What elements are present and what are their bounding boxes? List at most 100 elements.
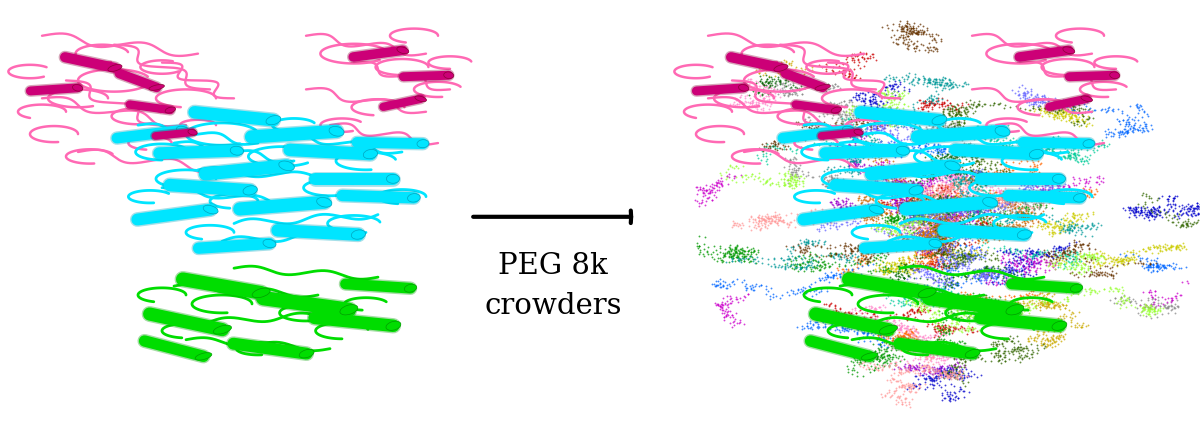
Point bbox=[872, 104, 892, 111]
Point bbox=[838, 112, 857, 119]
Point bbox=[929, 103, 948, 110]
Point bbox=[919, 262, 938, 270]
Point bbox=[914, 75, 934, 82]
Point bbox=[906, 262, 925, 269]
Point bbox=[929, 176, 948, 183]
Point bbox=[713, 277, 732, 284]
Point bbox=[955, 252, 974, 259]
Point bbox=[1025, 334, 1044, 341]
Point bbox=[1009, 209, 1028, 216]
Point bbox=[944, 193, 964, 200]
Point bbox=[1018, 353, 1037, 360]
Point bbox=[914, 188, 934, 195]
Point bbox=[924, 170, 943, 177]
Point bbox=[856, 259, 875, 266]
Point bbox=[948, 172, 967, 179]
Point bbox=[914, 216, 934, 223]
Point bbox=[818, 219, 838, 227]
Point bbox=[834, 207, 853, 214]
Point bbox=[1090, 175, 1109, 182]
Point bbox=[1028, 347, 1048, 354]
Point bbox=[1014, 179, 1033, 186]
Point bbox=[938, 211, 958, 218]
Point bbox=[1043, 262, 1062, 270]
Point bbox=[985, 268, 1004, 275]
Point bbox=[934, 147, 953, 154]
Point bbox=[928, 143, 947, 150]
Point bbox=[851, 261, 870, 268]
Point bbox=[769, 144, 788, 152]
Point bbox=[1006, 301, 1025, 308]
Point bbox=[763, 140, 782, 147]
Point bbox=[893, 290, 912, 297]
Point bbox=[929, 298, 948, 305]
Point bbox=[912, 220, 931, 228]
Point bbox=[694, 185, 713, 192]
Point bbox=[688, 190, 707, 198]
Point bbox=[970, 277, 989, 284]
Point bbox=[995, 270, 1014, 278]
Point bbox=[860, 93, 880, 101]
Point bbox=[1010, 229, 1030, 236]
Point bbox=[839, 271, 858, 278]
Point bbox=[743, 100, 762, 107]
Point bbox=[911, 297, 930, 304]
Point bbox=[942, 283, 961, 291]
Point bbox=[984, 207, 1003, 215]
Point bbox=[691, 186, 710, 193]
Point bbox=[976, 251, 995, 258]
Point bbox=[887, 332, 906, 339]
Point bbox=[1014, 215, 1033, 222]
Point bbox=[874, 363, 893, 370]
Point bbox=[971, 180, 990, 187]
Point bbox=[968, 100, 988, 107]
Point bbox=[1106, 256, 1126, 263]
Point bbox=[952, 99, 971, 106]
Point bbox=[1001, 202, 1020, 210]
Point bbox=[904, 242, 923, 249]
Point bbox=[925, 172, 944, 179]
Point bbox=[878, 215, 898, 222]
Point bbox=[857, 141, 876, 148]
Point bbox=[992, 193, 1012, 200]
Point bbox=[971, 371, 990, 378]
Point bbox=[946, 361, 965, 368]
Point bbox=[913, 266, 932, 273]
Point bbox=[936, 234, 955, 241]
Point bbox=[1105, 253, 1124, 261]
Point bbox=[806, 290, 826, 297]
Point bbox=[932, 194, 952, 201]
Point bbox=[854, 361, 874, 368]
Point bbox=[1038, 96, 1057, 103]
Point bbox=[949, 181, 968, 188]
Point bbox=[952, 151, 971, 158]
Point bbox=[971, 219, 990, 227]
Point bbox=[730, 247, 749, 254]
Point bbox=[802, 267, 821, 274]
Point bbox=[1014, 273, 1033, 280]
Point bbox=[874, 353, 893, 360]
Point bbox=[866, 214, 886, 221]
Point bbox=[968, 236, 988, 243]
Point bbox=[781, 156, 800, 164]
Point bbox=[1007, 345, 1026, 352]
Point bbox=[1028, 96, 1048, 103]
Point bbox=[944, 328, 964, 335]
Point bbox=[938, 107, 958, 114]
Point bbox=[934, 251, 953, 258]
Point bbox=[876, 346, 895, 353]
Point bbox=[974, 266, 994, 273]
Point bbox=[925, 213, 944, 220]
Point bbox=[874, 202, 893, 209]
Point bbox=[852, 145, 871, 152]
Point bbox=[941, 207, 960, 214]
Point bbox=[893, 25, 912, 32]
Point bbox=[950, 253, 970, 261]
Point bbox=[899, 228, 918, 235]
Point bbox=[821, 252, 840, 259]
Point bbox=[929, 225, 948, 232]
Point bbox=[930, 192, 949, 199]
Point bbox=[872, 366, 892, 373]
Point bbox=[947, 146, 966, 153]
Point bbox=[934, 161, 953, 168]
